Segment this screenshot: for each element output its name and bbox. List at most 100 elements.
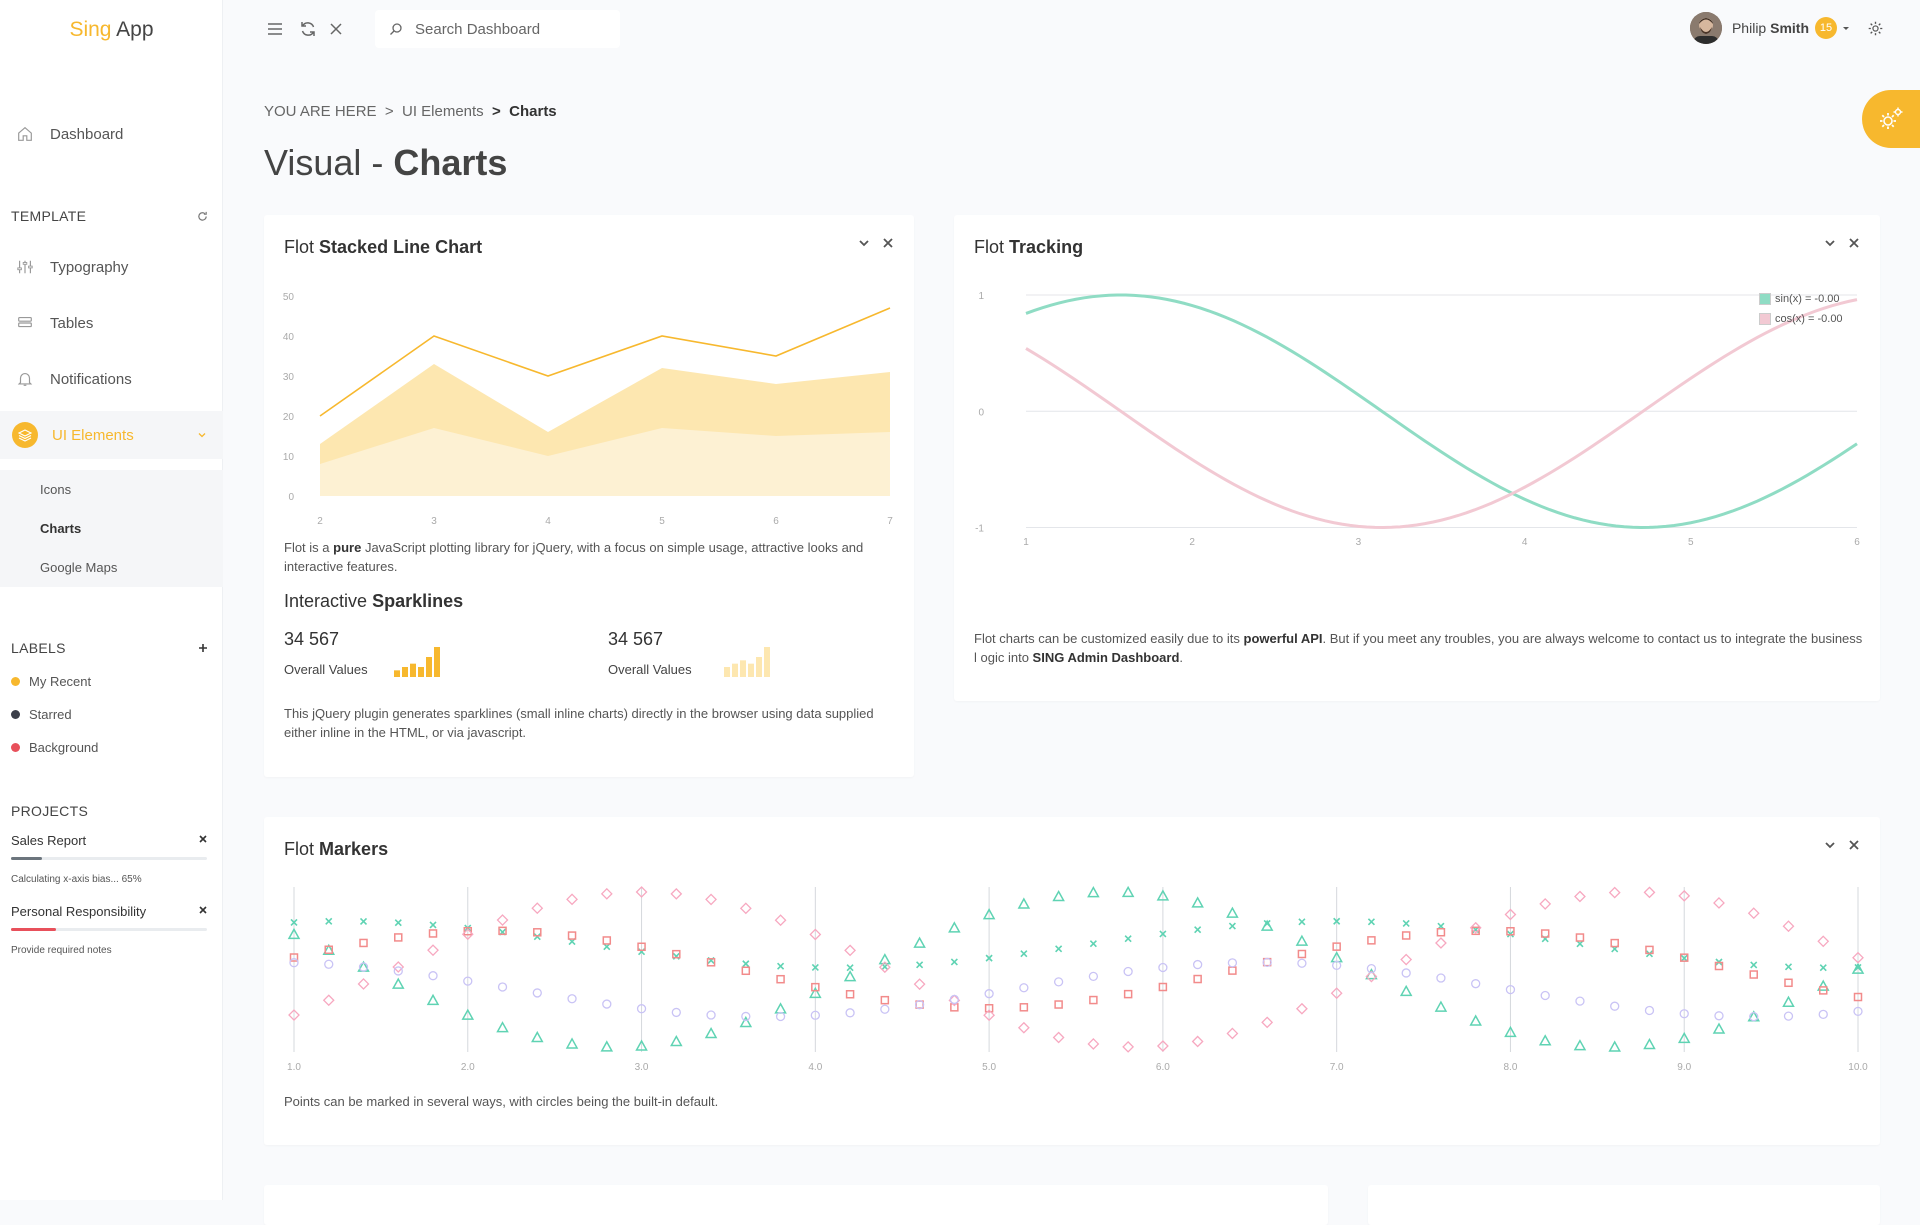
page-title-light: Visual -: [264, 142, 384, 183]
search-input[interactable]: Search Dashboard: [375, 10, 620, 48]
marker-cross: [1020, 950, 1028, 958]
marker-square: [1853, 992, 1863, 1002]
marker-diamond: [1400, 953, 1413, 966]
label-text: Background: [29, 740, 99, 755]
x-tick-label: 7: [887, 516, 893, 527]
plus-icon[interactable]: [198, 643, 208, 653]
close-icon[interactable]: [882, 237, 894, 249]
user-menu[interactable]: Philip Smith 15: [1689, 12, 1884, 44]
layers-icon: [12, 422, 38, 448]
sparkline-bar: [394, 670, 400, 677]
gear-icon[interactable]: [1867, 20, 1884, 37]
refresh-icon[interactable]: [298, 19, 318, 39]
marker-diamond: [1226, 1027, 1239, 1040]
close-icon[interactable]: [199, 906, 207, 914]
label-starred[interactable]: Starred: [11, 707, 72, 722]
marker-triangle: [322, 943, 336, 956]
marker-square: [984, 1003, 994, 1013]
marker-triangle: [1295, 934, 1309, 946]
marker-cross: [359, 917, 368, 926]
marker-cross: [811, 963, 819, 972]
marker-cross: [777, 962, 785, 970]
marker-circle: [324, 959, 334, 969]
marker-circle: [532, 988, 542, 998]
line-series: [319, 307, 891, 417]
x-tick-label: 3.0: [635, 1062, 649, 1073]
marker-square: [776, 974, 785, 984]
area-series: [320, 428, 890, 496]
marker-square: [359, 938, 368, 948]
search-icon: [390, 23, 402, 35]
label-my-recent[interactable]: My Recent: [11, 674, 91, 689]
breadcrumb-current: Charts: [509, 103, 557, 120]
refresh-icon[interactable]: [197, 211, 208, 222]
line-series: [1025, 298, 1858, 529]
marker-circle: [1297, 958, 1307, 968]
marker-square: [602, 936, 612, 945]
project-progress-bar: [11, 857, 207, 860]
marker-circle: [706, 1010, 716, 1020]
x-tick-label: 4: [545, 516, 551, 527]
x-tick-label: 3: [431, 516, 437, 527]
tracking-chart: -1 0 1 1 2 3 4 5 6: [975, 291, 1860, 548]
marker-circle: [567, 994, 577, 1004]
x-tick-label: 6: [1854, 537, 1860, 548]
sidebar-subitem-google-maps[interactable]: Google Maps: [40, 560, 118, 575]
marker-circle: [741, 1011, 751, 1022]
marker-diamond: [1261, 1016, 1274, 1029]
marker-triangle: [287, 927, 301, 940]
label-background[interactable]: Background: [11, 740, 98, 755]
theme-settings-button[interactable]: [1862, 90, 1920, 148]
marker-square: [1089, 995, 1098, 1005]
sidebar-item-notifications[interactable]: Notifications: [0, 355, 223, 403]
marker-circle: [984, 989, 994, 999]
x-tick-label: 6.0: [1156, 1062, 1170, 1073]
logo[interactable]: Sing App: [0, 18, 223, 42]
marker-circle: [1436, 973, 1446, 983]
close-icon[interactable]: [326, 19, 346, 39]
line-series: [1025, 293, 1858, 529]
marker-cross: [1159, 930, 1167, 938]
sparkline-bar: [434, 647, 440, 677]
marker-triangle: [531, 1030, 544, 1043]
breadcrumb-ui-elements[interactable]: UI Elements: [401, 103, 484, 120]
label-text: My Recent: [29, 674, 92, 689]
legend-label: sin(x) = -0.00: [1775, 293, 1840, 305]
close-icon[interactable]: [199, 835, 207, 843]
project-personal-responsibility[interactable]: Personal Responsibility Provide required…: [11, 904, 207, 956]
sidebar-item-ui-elements[interactable]: UI Elements: [0, 411, 223, 459]
project-name: Personal Responsibility: [11, 904, 147, 919]
marker-square: [463, 926, 473, 936]
sidebar-subitem-charts[interactable]: Charts: [40, 521, 82, 536]
sidebar-subitem-icons[interactable]: Icons: [40, 482, 72, 497]
close-icon[interactable]: [1848, 839, 1860, 851]
marker-cross: [603, 943, 611, 951]
marker-triangle: [1538, 1034, 1552, 1046]
sidebar-item-typography[interactable]: Typography: [0, 243, 223, 291]
marker-triangle: [843, 970, 857, 982]
marker-square: [1749, 970, 1758, 979]
sparkline-bar: [740, 660, 746, 677]
project-sales-report[interactable]: Sales Report Calculating x-axis bias... …: [11, 833, 207, 885]
desc-bold: powerful API: [1243, 631, 1323, 646]
collapse-icon[interactable]: [1824, 839, 1836, 851]
marker-cross: [916, 961, 924, 969]
marker-square: [1158, 982, 1168, 992]
marker-square: [1784, 978, 1793, 988]
marker-square: [1123, 989, 1133, 999]
marker-square: [1228, 966, 1237, 975]
marker-cross: [1055, 945, 1063, 953]
collapse-icon[interactable]: [858, 237, 870, 249]
menu-icon[interactable]: [265, 19, 285, 39]
sparkline-chart: [724, 647, 770, 677]
marker-triangle: [1226, 906, 1239, 918]
sidebar-item-tables[interactable]: Tables: [0, 299, 223, 347]
sidebar-item-label: Tables: [50, 314, 94, 332]
close-icon[interactable]: [1848, 237, 1860, 249]
card-title-light: Flot: [284, 839, 315, 859]
marker-triangle: [635, 1039, 648, 1051]
x-tick-label: 5: [659, 516, 665, 527]
marker-diamond: [705, 893, 717, 906]
collapse-icon[interactable]: [1824, 237, 1836, 249]
sidebar-item-dashboard[interactable]: Dashboard: [0, 110, 223, 158]
